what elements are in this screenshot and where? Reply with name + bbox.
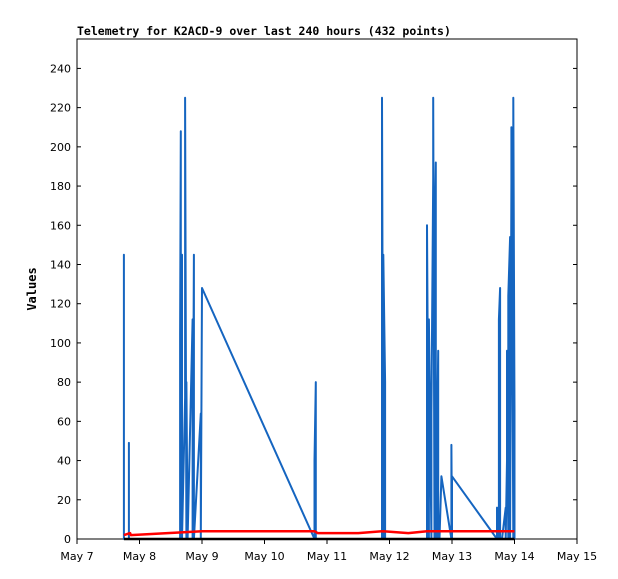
y-tick-label-3: 60 [57, 415, 71, 428]
x-axis: May 7 May 8 May 9 May 10 May 11 May 12 May 13 M… [60, 539, 597, 563]
y-tick-label-9: 180 [50, 180, 71, 193]
y-tick-label-6: 120 [50, 298, 71, 311]
x-tick-label-1: May 8 [123, 550, 156, 563]
x-tick-label-8: May 15 [557, 550, 597, 563]
series-line-0 [122, 96, 516, 540]
y-axis-title: Values [25, 267, 39, 310]
x-tick-label-7: May 14 [494, 550, 534, 563]
y-tick-label-2: 40 [57, 455, 71, 468]
y-tick-label-1: 20 [57, 494, 71, 507]
series-line-1 [123, 529, 515, 537]
y-tick-label-8: 160 [50, 219, 71, 232]
chart-title: Telemetry for K2ACD-9 over last 240 hour… [77, 24, 451, 38]
y-tick-label-7: 140 [50, 258, 71, 271]
y-tick-label-4: 80 [57, 376, 71, 389]
series-layer [122, 96, 516, 541]
x-tick-label-3: May 10 [244, 550, 284, 563]
y-axis: 0 20 40 60 80 100 120 140 160 180 200 220 240 [50, 62, 577, 546]
y-tick-label-0: 0 [64, 533, 71, 546]
x-tick-label-2: May 9 [185, 550, 218, 563]
plot-frame [76, 38, 578, 540]
y-tick-label-10: 200 [50, 141, 71, 154]
y-tick-label-11: 220 [50, 102, 71, 115]
x-tick-label-6: May 13 [432, 550, 472, 563]
x-tick-label-0: May 7 [60, 550, 93, 563]
x-tick-label-4: May 11 [307, 550, 347, 563]
y-tick-label-12: 240 [50, 62, 71, 75]
y-tick-label-5: 100 [50, 337, 71, 350]
x-tick-label-5: May 12 [369, 550, 409, 563]
